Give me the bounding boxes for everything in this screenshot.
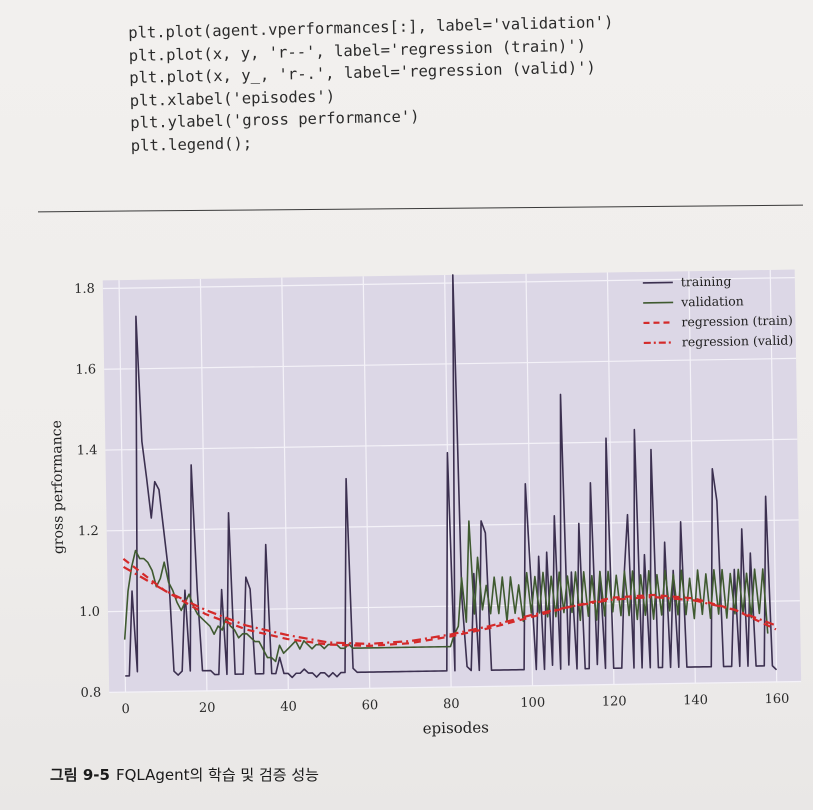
x-tick-label: 100 — [520, 696, 545, 711]
x-gridline — [118, 280, 127, 693]
x-tick-label: 160 — [764, 692, 789, 707]
y-tick-label: 1.4 — [77, 443, 98, 458]
divider-rule — [38, 204, 803, 213]
x-gridline — [606, 272, 615, 685]
x-tick-label: 140 — [683, 693, 708, 708]
code-block: plt.plot(agent.vperformances[:], label='… — [128, 11, 616, 157]
y-axis-label: gross performance — [49, 420, 67, 554]
x-gridline — [362, 276, 371, 689]
x-tick-label: 120 — [602, 694, 627, 709]
y-tick-label: 1.2 — [78, 524, 99, 539]
series-line-regression-valid — [122, 565, 777, 645]
y-tick-label: 1.6 — [75, 362, 96, 377]
y-gridline — [105, 438, 798, 451]
plot-area — [102, 269, 802, 693]
x-gridline — [281, 277, 289, 690]
series-line-regression-train — [122, 557, 777, 647]
y-tick-label: 0.8 — [80, 686, 101, 701]
legend-label: regression (valid) — [682, 333, 794, 350]
y-gridline — [109, 680, 802, 693]
performance-chart: 0 20 40 60 80 100 120 140 1600.81.01.21.41.61.8 … — [49, 269, 802, 737]
y-gridline — [104, 357, 797, 370]
legend-label: training — [681, 274, 732, 290]
caption-text: FQLAgent의 학습 및 검증 성능 — [115, 766, 319, 784]
figure-number: 그림 9-5 — [50, 766, 110, 784]
y-gridline — [106, 519, 799, 532]
legend: training validation regression (train) regr… — [642, 274, 794, 350]
x-tick-label: 60 — [362, 698, 379, 713]
y-tick-label: 1.8 — [74, 282, 95, 297]
x-tick-label: 80 — [443, 697, 460, 712]
series-line-validation — [123, 520, 769, 663]
figure-caption: 그림 9-5 FQLAgent의 학습 및 검증 성능 — [50, 764, 319, 785]
legend-label: validation — [680, 293, 744, 309]
legend-label: regression (train) — [681, 313, 793, 330]
x-tick-label: 0 — [122, 702, 131, 717]
y-gridline — [102, 277, 795, 290]
x-axis-label: episodes — [423, 718, 489, 737]
x-tick-label: 40 — [280, 699, 297, 714]
y-tick-label: 1.0 — [79, 605, 100, 620]
x-tick-label: 20 — [199, 701, 216, 716]
x-gridline — [769, 269, 778, 682]
